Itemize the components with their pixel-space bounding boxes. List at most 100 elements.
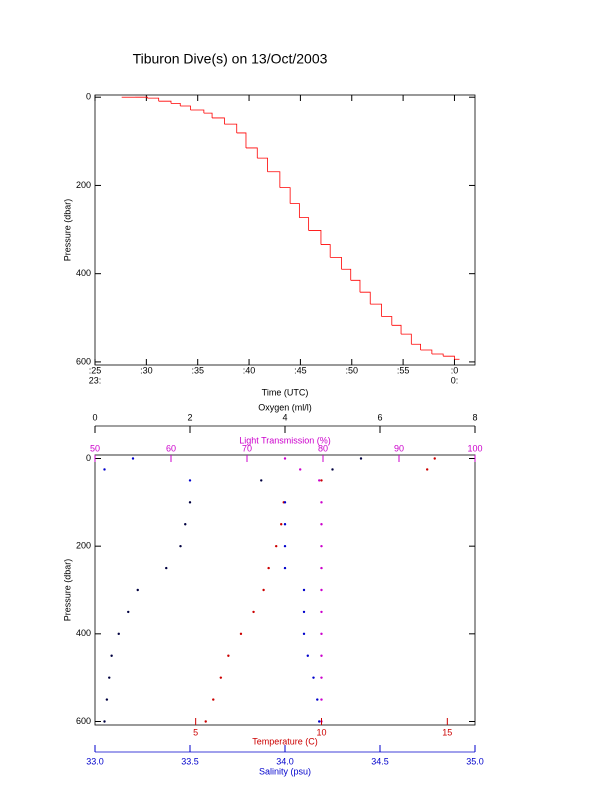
profile-dot — [179, 544, 182, 548]
profile-dot — [320, 479, 323, 482]
x-tick-label: 4 — [282, 412, 287, 422]
step-segment — [350, 279, 361, 293]
profile-dot — [267, 566, 270, 570]
y-tick-label: 600 — [76, 716, 91, 726]
step-segment — [308, 230, 322, 245]
profile-dot — [103, 468, 106, 471]
profile-dot — [302, 610, 306, 614]
step-segment — [135, 96, 148, 99]
step-segment — [320, 244, 331, 258]
profile-dot — [136, 588, 139, 592]
x-tick-label: 80 — [318, 443, 328, 453]
x-tick-label: 33.0 — [86, 756, 104, 766]
profile-dot — [283, 566, 287, 570]
profile-dot — [320, 676, 323, 679]
step-segment — [370, 303, 382, 317]
profile-dot — [318, 479, 321, 482]
x-tick-label: 35.0 — [466, 756, 484, 766]
profile-dot — [188, 479, 192, 482]
x-tick-label: 10 — [316, 727, 326, 737]
step-segment — [190, 109, 205, 114]
step-segment — [180, 105, 191, 110]
profile-dot — [433, 457, 436, 460]
profile-dot — [239, 632, 243, 636]
x-tick-label: 15 — [442, 727, 452, 737]
profile-dot — [110, 654, 113, 657]
profile-dot — [320, 588, 323, 592]
profile-dot — [108, 676, 111, 679]
profile-dot — [331, 468, 334, 471]
y-tick-label: 0 — [86, 92, 91, 102]
x-axis-title: Oxygen (ml/l) — [258, 402, 312, 412]
y-tick-label: 400 — [76, 628, 91, 638]
step-segment — [299, 217, 310, 231]
profile-dot — [312, 676, 315, 679]
profile-dot — [165, 566, 168, 570]
step-segment — [236, 132, 247, 148]
step-segment — [257, 157, 268, 172]
profile-dot — [127, 610, 130, 614]
profile-dot — [283, 523, 287, 526]
x-tick-label: :55 — [397, 365, 410, 375]
profile-dot — [299, 468, 302, 471]
step-segment — [381, 316, 393, 326]
step-segment — [158, 100, 172, 104]
x-tick-label: 2 — [187, 412, 192, 422]
y-tick-label: 0 — [86, 453, 91, 463]
x-tick-label: 70 — [242, 443, 252, 453]
x-tick-label: 100 — [467, 443, 482, 453]
profile-dot — [188, 501, 192, 504]
profile-dot — [262, 588, 265, 592]
profile-dot — [320, 632, 323, 636]
x-tick-label: :45 — [294, 365, 307, 375]
x-tick-label: :25 — [89, 365, 102, 375]
x-tick-label: 34.5 — [371, 756, 389, 766]
y-axis-title: Pressure (dbar) — [62, 199, 72, 262]
step-segment — [411, 343, 421, 350]
step-segment — [330, 256, 342, 270]
x-tick-label: :0 — [451, 365, 459, 375]
profile-dot — [318, 720, 321, 723]
profile-dot — [204, 720, 207, 723]
x-tick-label: 90 — [394, 443, 404, 453]
profile-dot — [359, 457, 363, 460]
profile-dot — [131, 457, 135, 460]
x-tick-label: :50 — [345, 365, 358, 375]
x-axis-title: Light Transmission (%) — [239, 435, 331, 445]
x-tick-label: 50 — [90, 443, 100, 453]
x-axis-title: Temperature (C) — [252, 736, 318, 746]
step-segment — [341, 268, 352, 281]
profile-dot — [306, 654, 309, 657]
step-segment — [290, 203, 300, 218]
x-tick-label: 34.0 — [276, 756, 294, 766]
profile-dot — [280, 523, 283, 526]
profile-dot — [184, 523, 187, 526]
x-tick-label: 33.5 — [181, 756, 199, 766]
profile-dot — [219, 676, 223, 679]
step-segment — [171, 102, 181, 107]
profile-dot — [227, 654, 230, 657]
step-segment — [267, 171, 281, 188]
profile-dot — [283, 501, 287, 504]
plot-frame — [94, 454, 476, 726]
x-tick-label: :35 — [191, 365, 204, 375]
y-tick-label: 200 — [76, 541, 91, 551]
step-segment — [420, 349, 433, 354]
profile-dot — [212, 698, 215, 701]
profile-dot — [105, 698, 109, 701]
x-tick-label: 6 — [377, 412, 382, 422]
x-tick-label: :30 — [140, 365, 153, 375]
profile-dot — [316, 698, 319, 701]
x-tick-label: 5 — [193, 727, 198, 737]
x-axis-title: Time (UTC) — [262, 387, 309, 397]
profile-dot — [283, 544, 287, 548]
profile-dot — [320, 523, 323, 526]
step-segment — [401, 333, 412, 345]
y-tick-label: 200 — [76, 180, 91, 190]
profile-dot — [425, 468, 429, 471]
profile-dot — [320, 654, 323, 657]
step-segment — [443, 355, 455, 360]
y-tick-label: 400 — [76, 268, 91, 278]
